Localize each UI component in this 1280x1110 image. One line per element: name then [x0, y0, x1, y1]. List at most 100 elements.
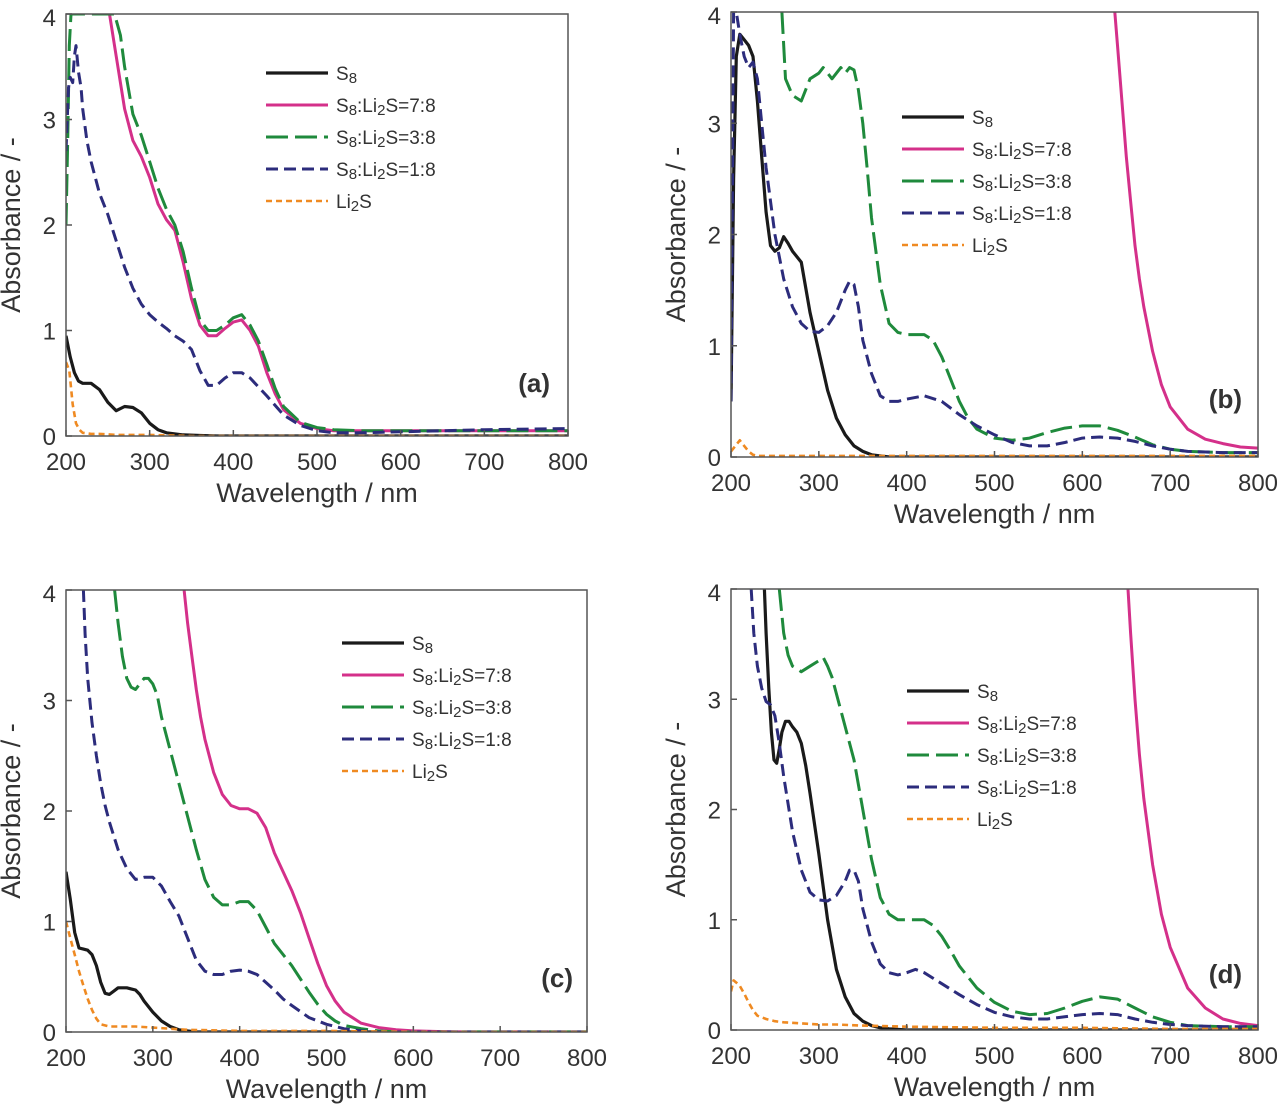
- plot-frame: [730, 588, 1259, 1031]
- x-tick-label: 400: [887, 1043, 927, 1070]
- x-tick-label: 200: [711, 1043, 751, 1070]
- plot-frame: [65, 13, 569, 437]
- y-axis-title: Absorbance / -: [0, 723, 26, 899]
- legend-label: S8:Li2S=7:8: [412, 666, 512, 689]
- legend-label: Li2S: [336, 192, 372, 215]
- series-line-li2s: [66, 921, 587, 1032]
- y-tick-label: 1: [43, 319, 56, 346]
- series-line-s8-li2s-1-8: [731, 12, 1258, 455]
- y-tick-label: 0: [43, 424, 56, 451]
- legend-label: S8:Li2S=3:8: [412, 698, 512, 721]
- series-group: [731, 589, 1258, 1030]
- x-tick-label: 600: [393, 1045, 433, 1072]
- legend-label: S8:Li2S=1:8: [336, 160, 436, 183]
- series-line-s8: [731, 32, 1258, 457]
- series-group: [731, 12, 1258, 457]
- legend-label: S8: [412, 634, 433, 657]
- x-tick-label: 500: [297, 449, 337, 476]
- x-tick-label: 400: [220, 1045, 260, 1072]
- legend-label: Li2S: [972, 236, 1008, 259]
- series-line-s8: [66, 335, 568, 436]
- x-tick-label: 300: [799, 1043, 839, 1070]
- series-line-s8-li2s-3-8: [66, 14, 568, 433]
- x-tick-label: 700: [1150, 1043, 1190, 1070]
- series-line-s8-li2s-3-8: [113, 590, 587, 1032]
- y-tick-label: 1: [43, 910, 56, 937]
- plot-frame: [65, 589, 588, 1033]
- x-axis-title: Wavelength / nm: [894, 1072, 1096, 1102]
- series-line-s8-li2s-7-8: [1113, 12, 1258, 450]
- y-tick-label: 1: [708, 908, 721, 935]
- y-tick-label: 4: [43, 5, 56, 32]
- y-tick-label: 2: [43, 213, 56, 240]
- y-tick-label: 3: [708, 111, 721, 138]
- series-line-s8-li2s-1-8: [749, 589, 1258, 1029]
- legend-label: S8:Li2S=7:8: [977, 714, 1077, 737]
- x-axis-title: Wavelength / nm: [226, 1074, 428, 1104]
- y-axis-title: Absorbance / -: [0, 137, 26, 313]
- x-tick-label: 300: [799, 470, 839, 497]
- series-line-s8-li2s-7-8: [1126, 589, 1258, 1028]
- y-tick-label: 1: [708, 334, 721, 361]
- series-line-s8-li2s-3-8: [780, 12, 1258, 455]
- y-tick-label: 4: [708, 3, 721, 30]
- series-line-s8-li2s-7-8: [182, 590, 587, 1032]
- y-axis-title: Absorbance / -: [661, 147, 691, 323]
- series-line-li2s: [66, 361, 568, 436]
- y-tick-label: 4: [708, 580, 721, 607]
- chart-panel-b: 200 300 400 500 600 700 800 0 1 2 3 4 Wavelength / n…: [661, 3, 1278, 529]
- legend-label: S8:Li2S=3:8: [977, 746, 1077, 769]
- legend-label: S8: [977, 682, 998, 705]
- x-tick-label: 300: [130, 449, 170, 476]
- y-tick-label: 4: [43, 581, 56, 608]
- y-tick-label: 3: [43, 689, 56, 716]
- y-tick-label: 2: [43, 799, 56, 826]
- x-axis-title: Wavelength / nm: [216, 478, 418, 508]
- x-tick-label: 400: [887, 470, 927, 497]
- x-tick-label: 800: [1238, 470, 1278, 497]
- x-tick-label: 800: [1238, 1043, 1278, 1070]
- legend-label: S8:Li2S=3:8: [972, 172, 1072, 195]
- panel-label: (d): [1209, 959, 1242, 989]
- legend: S8 S8:Li2S=7:8 S8:Li2S=3:8 S8:Li2S=1:8 Li2S: [907, 682, 1077, 833]
- x-tick-label: 500: [974, 1043, 1014, 1070]
- chart-panel-a: 200 300 400 500 600 700 800 0 1 2 3 4 Wavelength / n…: [0, 5, 588, 508]
- y-tick-label: 0: [708, 1018, 721, 1045]
- legend-label: S8:Li2S=3:8: [336, 128, 436, 151]
- y-axis-title: Absorbance / -: [661, 722, 691, 898]
- series-line-s8-li2s-1-8: [81, 590, 587, 1032]
- series-group: [66, 590, 587, 1032]
- legend-label: S8:Li2S=1:8: [972, 204, 1072, 227]
- x-tick-label: 500: [974, 470, 1014, 497]
- x-tick-label: 500: [306, 1045, 346, 1072]
- legend-label: S8: [972, 108, 993, 131]
- chart-panel-c: 200 300 400 500 600 700 800 0 1 2 3 4 Wavelength / n…: [0, 581, 607, 1104]
- series-line-s8-li2s-3-8: [777, 589, 1258, 1029]
- x-tick-label: 800: [567, 1045, 607, 1072]
- legend-label: S8: [336, 64, 357, 87]
- chart-panel-d: 200 300 400 500 600 700 800 0 1 2 3 4 Wavelength / n…: [661, 580, 1278, 1102]
- x-tick-label: 700: [480, 1045, 520, 1072]
- x-tick-label: 200: [711, 470, 751, 497]
- x-axis-title: Wavelength / nm: [894, 499, 1096, 529]
- panel-label: (c): [541, 963, 573, 993]
- series-group: [66, 14, 568, 436]
- x-tick-label: 200: [46, 1045, 86, 1072]
- x-tick-label: 700: [1150, 470, 1190, 497]
- series-line-li2s: [731, 439, 1258, 457]
- legend-label: S8:Li2S=7:8: [972, 140, 1072, 163]
- y-tick-label: 2: [708, 798, 721, 825]
- legend: S8 S8:Li2S=7:8 S8:Li2S=3:8 S8:Li2S=1:8 Li2S: [342, 634, 512, 785]
- series-line-li2s: [731, 979, 1258, 1030]
- x-tick-label: 200: [46, 449, 86, 476]
- legend-label: S8:Li2S=1:8: [412, 730, 512, 753]
- legend-label: S8:Li2S=7:8: [336, 96, 436, 119]
- series-line-s8-li2s-1-8: [66, 44, 568, 435]
- x-tick-label: 800: [548, 449, 588, 476]
- legend: S8 S8:Li2S=7:8 S8:Li2S=3:8 S8:Li2S=1:8 Li2S: [266, 64, 436, 215]
- y-tick-label: 3: [43, 108, 56, 135]
- x-tick-label: 300: [133, 1045, 173, 1072]
- legend-label: Li2S: [977, 810, 1013, 833]
- series-line-s8: [66, 871, 587, 1032]
